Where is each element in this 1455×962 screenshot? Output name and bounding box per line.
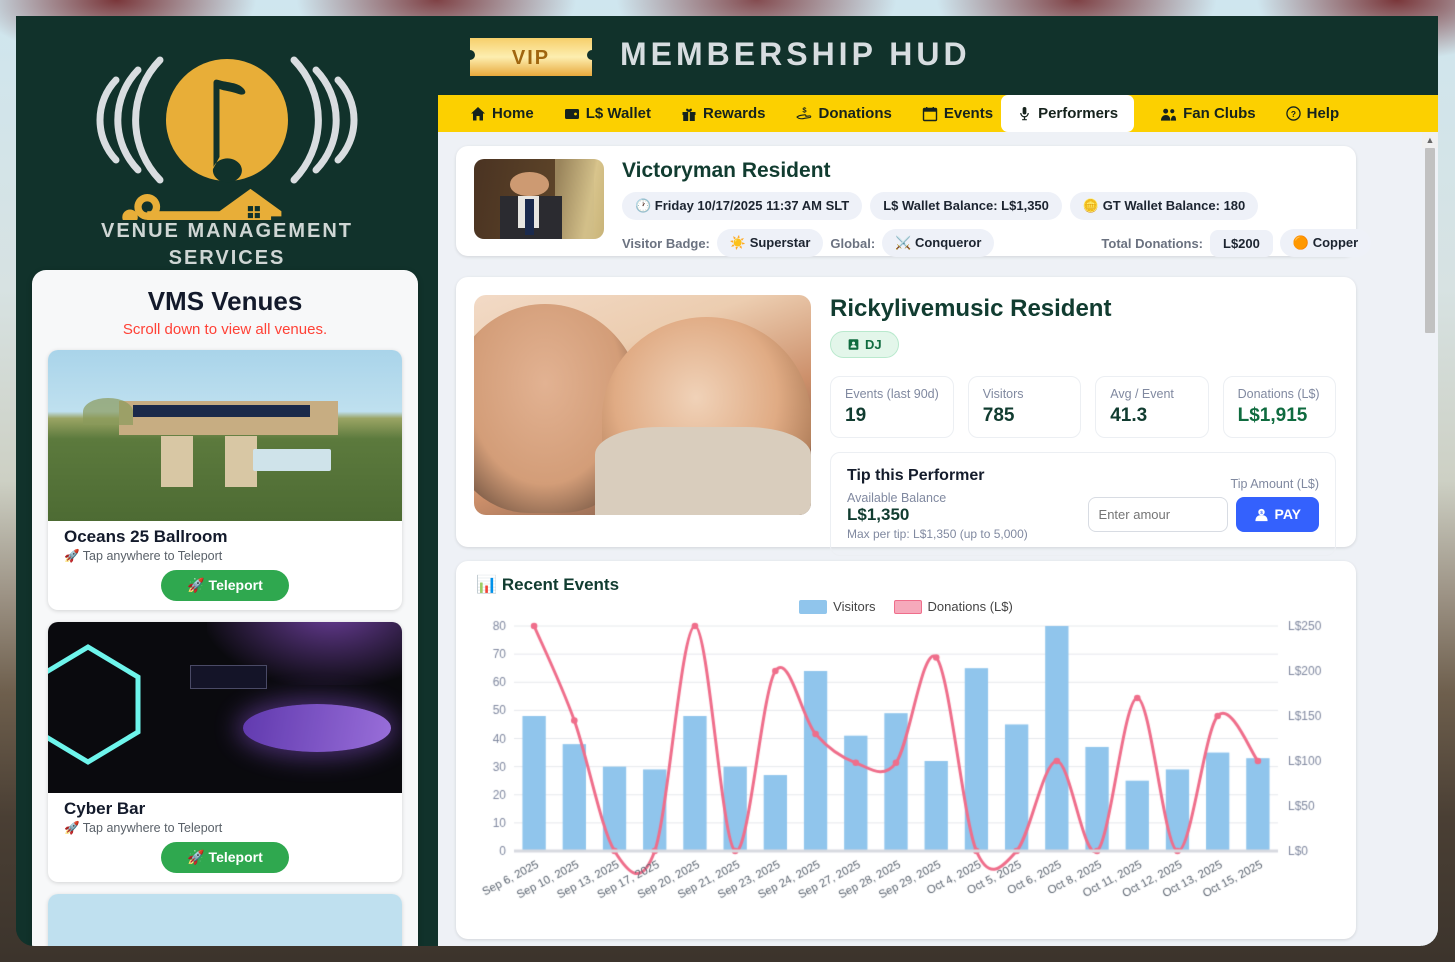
svg-text:$: $ [802, 106, 807, 115]
svg-text:VIP: VIP [512, 47, 550, 69]
svg-text:$: $ [1260, 509, 1263, 514]
svg-text:?: ? [1291, 109, 1296, 119]
